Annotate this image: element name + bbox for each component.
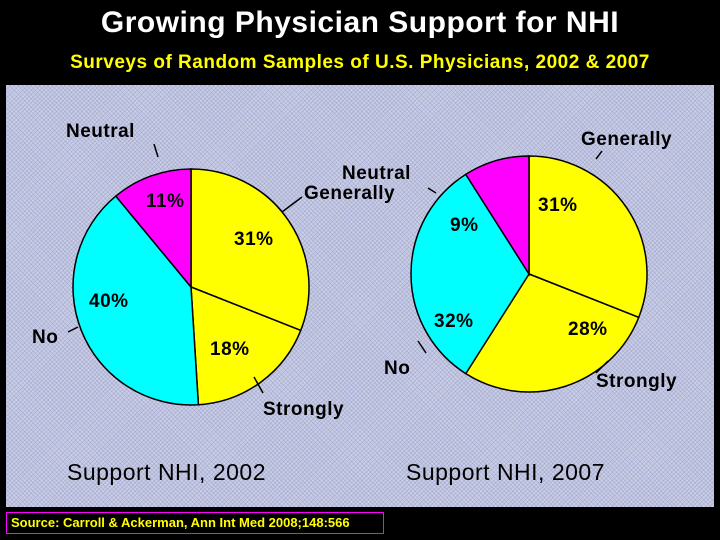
slice-label-no-2002: 40% xyxy=(89,291,129,312)
pie-slice-neutral xyxy=(114,168,192,290)
slice-label-neutral-2007: 9% xyxy=(450,215,479,236)
pie-slice-no xyxy=(410,173,530,375)
callout-strongly-2002: Strongly xyxy=(263,399,345,420)
page-subtitle: Surveys of Random Samples of U.S. Physic… xyxy=(70,52,650,73)
callout-neutral-2007: Neutral xyxy=(342,163,411,184)
pie-slice-no xyxy=(72,195,200,406)
pie-chart-2007 xyxy=(410,155,648,393)
callout-no-2002: No xyxy=(32,327,59,348)
callout-generally-2002: Generally xyxy=(304,183,396,204)
slice-label-no-2007: 32% xyxy=(434,311,474,332)
pie-charts xyxy=(67,143,648,406)
callout-leaders xyxy=(67,143,609,394)
slice-label-strongly-2002: 18% xyxy=(210,339,250,360)
callout-leader-line xyxy=(595,150,603,160)
chart-panel: Neutral Generally No Strongly 11% 31% 40… xyxy=(6,85,714,507)
callout-strongly-2007: Strongly xyxy=(596,371,678,392)
slice-label-generally-2002: 31% xyxy=(234,229,274,250)
callout-neutral-2002: Neutral xyxy=(66,121,135,142)
callout-leader-line xyxy=(595,360,609,374)
pie-slice-strongly xyxy=(190,285,302,406)
callout-leader-line xyxy=(281,196,303,213)
callout-leader-line xyxy=(67,326,79,333)
slice-label-neutral-2002: 11% xyxy=(146,191,185,212)
pie-slice-generally xyxy=(528,155,648,319)
pie-slice-generally xyxy=(190,168,310,332)
callout-leader-line xyxy=(153,143,159,158)
pie-caption-2007: Support NHI, 2007 xyxy=(406,459,606,485)
slice-label-generally-2007: 31% xyxy=(538,195,578,216)
callout-no-2007: No xyxy=(384,358,411,379)
source-citation: Source: Carroll & Ackerman, Ann Int Med … xyxy=(6,512,384,534)
callout-generally-2007: Generally xyxy=(581,129,673,150)
callout-leader-line xyxy=(417,340,427,354)
slice-label-strongly-2007: 28% xyxy=(568,319,608,340)
callout-leader-line xyxy=(253,376,264,394)
callout-leader-line xyxy=(427,187,437,194)
pie-slice-strongly xyxy=(464,273,640,393)
pie-chart-2002 xyxy=(72,168,310,406)
pie-caption-2002: Support NHI, 2002 xyxy=(67,459,267,485)
pie-slice-neutral xyxy=(464,155,530,277)
page-title: Growing Physician Support for NHI xyxy=(100,6,620,39)
